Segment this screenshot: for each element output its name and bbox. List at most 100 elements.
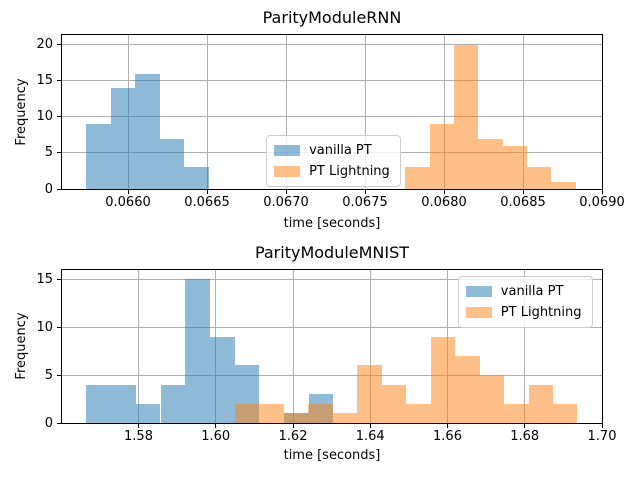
legend-swatch-pt-lightning: [274, 166, 301, 178]
legend: vanilla PT PT Lightning: [266, 135, 401, 188]
legend: vanilla PT PT Lightning: [457, 276, 593, 328]
y-tick-mark: [57, 374, 61, 376]
gridline-x: [524, 270, 526, 423]
y-tick-mark: [57, 116, 61, 118]
x-tick-mark: [369, 424, 371, 428]
hist-bar-pt-lightning: [405, 167, 430, 189]
hist-bar-vanilla-pt: [184, 167, 209, 189]
y-tick-label: 5: [44, 367, 53, 383]
hist-bar-pt-lightning: [429, 124, 454, 189]
legend-row: vanilla PT: [465, 281, 582, 302]
x-tick-mark: [364, 190, 366, 194]
y-tick-label: 15: [36, 271, 53, 287]
hist-bar-pt-lightning: [259, 403, 284, 423]
x-axis-label-rnn: time [seconds]: [283, 216, 381, 231]
legend-row: PT Lightning: [274, 161, 390, 182]
gridline-y: [62, 278, 602, 280]
x-tick-mark: [285, 190, 287, 194]
x-tick-label: 0.0685: [500, 195, 546, 210]
hist-bar-pt-lightning: [455, 355, 480, 423]
hist-bar-pt-lightning: [357, 365, 382, 423]
x-axis-label-mnist: time [seconds]: [283, 448, 381, 463]
hist-bar-vanilla-pt: [135, 73, 160, 189]
x-tick-label: 1.70: [587, 429, 617, 444]
gridline-x: [285, 35, 287, 189]
x-tick-label: 1.66: [433, 429, 462, 444]
hist-bar-pt-lightning: [283, 413, 309, 423]
x-tick-label: 0.0660: [105, 195, 151, 210]
hist-bar-pt-lightning: [479, 375, 505, 423]
y-tick-mark: [57, 188, 61, 190]
x-tick-label: 1.60: [201, 429, 231, 444]
x-tick-label: 0.0690: [579, 195, 625, 210]
x-tick-mark: [292, 424, 294, 428]
hist-bar-pt-lightning: [551, 181, 576, 189]
x-tick-mark: [522, 190, 524, 194]
chart-title-rnn: ParityModuleRNN: [262, 8, 402, 27]
hist-bar-pt-lightning: [332, 413, 358, 423]
x-tick-mark: [601, 424, 603, 428]
y-tick-label: 15: [36, 73, 53, 89]
gridline-y: [62, 80, 602, 82]
gridline-x: [292, 270, 294, 423]
hist-bar-pt-lightning: [454, 44, 479, 189]
x-tick-mark: [206, 190, 208, 194]
hist-bar-pt-lightning: [478, 138, 503, 189]
y-tick-label: 0: [44, 415, 53, 431]
hist-bar-vanilla-pt: [160, 384, 186, 423]
x-tick-mark: [447, 424, 448, 428]
legend-swatch-vanilla-pt: [274, 145, 301, 157]
legend-label-pt-lightning: PT Lightning: [309, 164, 390, 180]
y-tick-label: 0: [44, 181, 53, 197]
y-tick-mark: [57, 152, 61, 154]
y-tick-mark: [57, 44, 61, 46]
y-tick-mark: [57, 422, 61, 424]
x-tick-mark: [138, 424, 139, 428]
x-tick-label: 0.0680: [421, 195, 467, 210]
hist-bar-vanilla-pt: [209, 336, 235, 423]
y-tick-mark: [57, 80, 61, 82]
x-tick-mark: [127, 190, 129, 194]
x-tick-mark: [443, 190, 445, 194]
gridline-y: [62, 326, 602, 328]
hist-bar-vanilla-pt: [86, 384, 111, 423]
legend-label-vanilla-pt: vanilla PT: [500, 284, 564, 299]
x-tick-label: 1.68: [510, 429, 540, 444]
legend-row: vanilla PT: [274, 140, 390, 161]
gridline-x: [138, 270, 139, 423]
legend-label-vanilla-pt: vanilla PT: [309, 143, 372, 159]
gridline-x: [369, 270, 371, 423]
hist-bar-pt-lightning: [235, 403, 260, 423]
gridline-x: [443, 35, 445, 189]
gridline-y: [62, 44, 602, 46]
hist-bar-vanilla-pt: [86, 124, 111, 189]
hist-bar-pt-lightning: [406, 403, 431, 423]
y-tick-mark: [57, 326, 61, 328]
y-tick-label: 10: [36, 109, 53, 125]
gridline-y: [62, 374, 602, 376]
chart-title-mnist: ParityModuleMNIST: [254, 243, 410, 262]
hist-bar-pt-lightning: [381, 384, 407, 423]
hist-bar-pt-lightning: [504, 403, 529, 423]
hist-bar-vanilla-pt: [111, 384, 136, 423]
hist-bar-vanilla-pt: [185, 279, 210, 423]
legend-label-pt-lightning: PT Lightning: [500, 305, 582, 320]
hist-bar-vanilla-pt: [135, 403, 161, 423]
x-tick-label: 0.0670: [263, 195, 309, 210]
x-tick-label: 0.0665: [184, 195, 230, 210]
x-tick-mark: [601, 190, 603, 194]
y-tick-label: 5: [44, 145, 53, 161]
x-tick-label: 1.58: [124, 429, 153, 444]
x-tick-mark: [524, 424, 526, 428]
legend-swatch-vanilla-pt: [465, 286, 492, 297]
x-tick-mark: [215, 424, 217, 428]
hist-bar-pt-lightning: [528, 384, 553, 423]
gridline-x: [206, 35, 208, 189]
legend-swatch-pt-lightning: [465, 307, 492, 318]
hist-bar-pt-lightning: [430, 336, 456, 423]
hist-bar-pt-lightning: [502, 145, 527, 189]
gridline-y: [62, 116, 602, 118]
hist-bar-pt-lightning: [527, 167, 552, 189]
hist-bar-pt-lightning: [552, 403, 578, 423]
